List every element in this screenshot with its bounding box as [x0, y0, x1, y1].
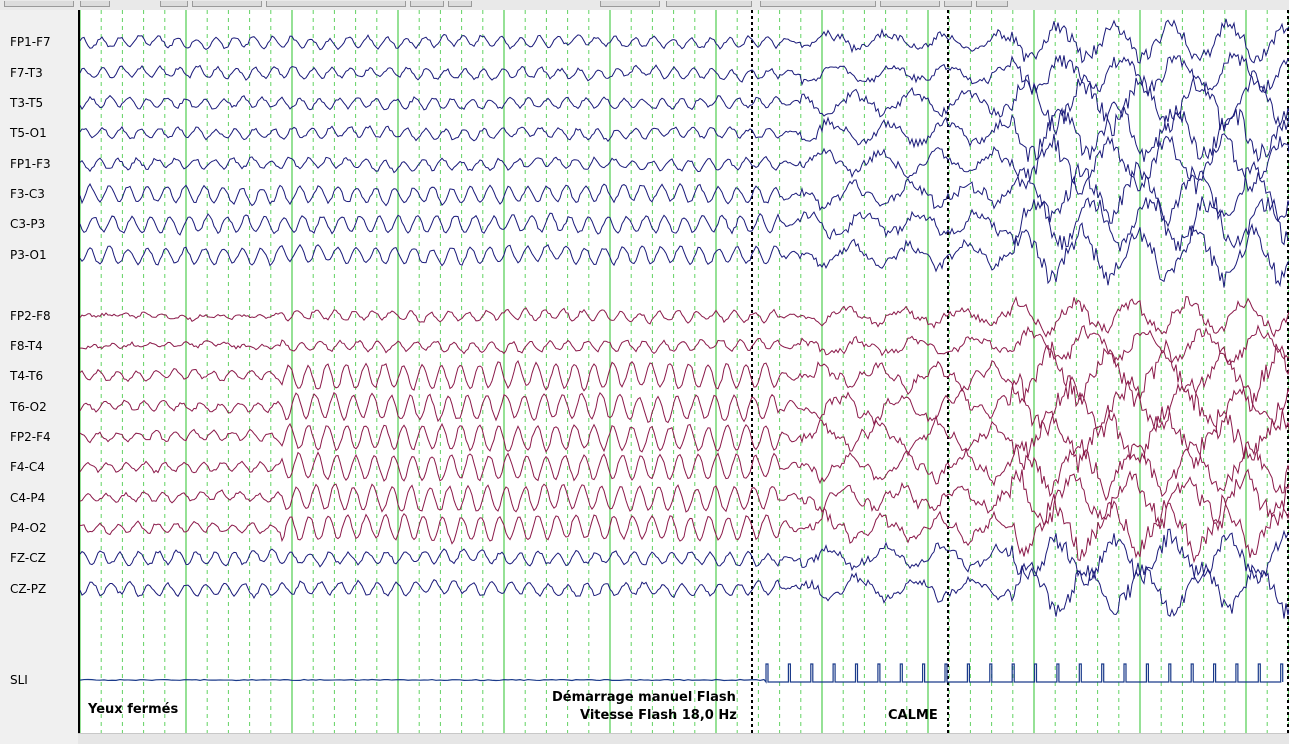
- channel-label: F3-C3: [10, 187, 45, 201]
- eeg-trace-right: [80, 296, 1289, 338]
- toolbar-control[interactable]: [880, 1, 940, 7]
- eeg-trace-right: [80, 439, 1289, 502]
- eeg-trace-left: [80, 222, 1289, 288]
- channel-label: P4-O2: [10, 521, 47, 535]
- eeg-trace-right: [80, 468, 1289, 532]
- channel-label: CZ-PZ: [10, 582, 47, 596]
- eeg-traces: [80, 10, 1289, 733]
- eeg-trace-right: [80, 338, 1289, 413]
- toolbar-control[interactable]: [448, 1, 472, 7]
- channel-label: FP1-F7: [10, 35, 51, 49]
- toolbar-control[interactable]: [600, 1, 660, 7]
- channel-label: F4-C4: [10, 460, 45, 474]
- sli-stimulation-trace: [80, 663, 1284, 684]
- toolbar-control[interactable]: [944, 1, 972, 7]
- toolbar-control[interactable]: [410, 1, 444, 7]
- eeg-trace-right: [80, 402, 1289, 473]
- eeg-trace-left: [80, 133, 1289, 195]
- channel-label: P3-O1: [10, 248, 47, 262]
- eeg-trace-midline: [80, 528, 1289, 586]
- toolbar-control[interactable]: [976, 1, 1008, 7]
- eeg-trace-right: [80, 372, 1289, 440]
- toolbar-control[interactable]: [80, 1, 110, 7]
- toolbar-control[interactable]: [4, 1, 74, 7]
- channel-label: T4-T6: [10, 369, 44, 383]
- channel-label: F7-T3: [10, 66, 43, 80]
- toolbar-control[interactable]: [160, 1, 188, 7]
- channel-label: C4-P4: [10, 491, 46, 505]
- eeg-trace-right: [80, 324, 1289, 365]
- eeg-trace-right: [80, 493, 1289, 564]
- toolbar-control[interactable]: [192, 1, 262, 7]
- channel-label: SLI: [10, 673, 28, 687]
- toolbar-control[interactable]: [266, 1, 406, 7]
- eeg-trace-left: [80, 196, 1289, 252]
- annotation-flash-start: Démarrage manuel Flash: [552, 690, 736, 705]
- toolbar-control[interactable]: [666, 1, 752, 7]
- channel-label: FP1-F3: [10, 157, 51, 171]
- annotation-eyes-closed: Yeux fermés: [88, 702, 179, 717]
- toolbar-control[interactable]: [760, 1, 876, 7]
- annotation-flash-rate: Vitesse Flash 18,0 Hz: [580, 708, 737, 723]
- eeg-trace-left: [80, 51, 1289, 97]
- channel-label: F8-T4: [10, 339, 43, 353]
- annotation-calm: CALME: [888, 708, 938, 723]
- channel-label: T5-O1: [10, 126, 47, 140]
- eeg-trace-area[interactable]: Yeux fermés Démarrage manuel Flash Vites…: [78, 10, 1289, 733]
- eeg-trace-left: [80, 18, 1289, 64]
- eeg-trace-midline: [80, 561, 1289, 619]
- channel-labels: FP1-F7 F7-T3 T3-T5 T5-O1 FP1-F3 F3-C3 C3…: [0, 10, 78, 743]
- channel-label: T6-O2: [10, 400, 47, 414]
- channel-label: FP2-F4: [10, 430, 51, 444]
- channel-label: C3-P3: [10, 217, 46, 231]
- eeg-trace-left: [80, 101, 1289, 163]
- horizontal-scrollbar[interactable]: [78, 733, 1289, 744]
- eeg-trace-left: [80, 70, 1289, 137]
- channel-label: FP2-F8: [10, 309, 51, 323]
- channel-label: T3-T5: [10, 96, 44, 110]
- channel-label: FZ-CZ: [10, 551, 46, 565]
- eeg-trace-left: [80, 160, 1289, 228]
